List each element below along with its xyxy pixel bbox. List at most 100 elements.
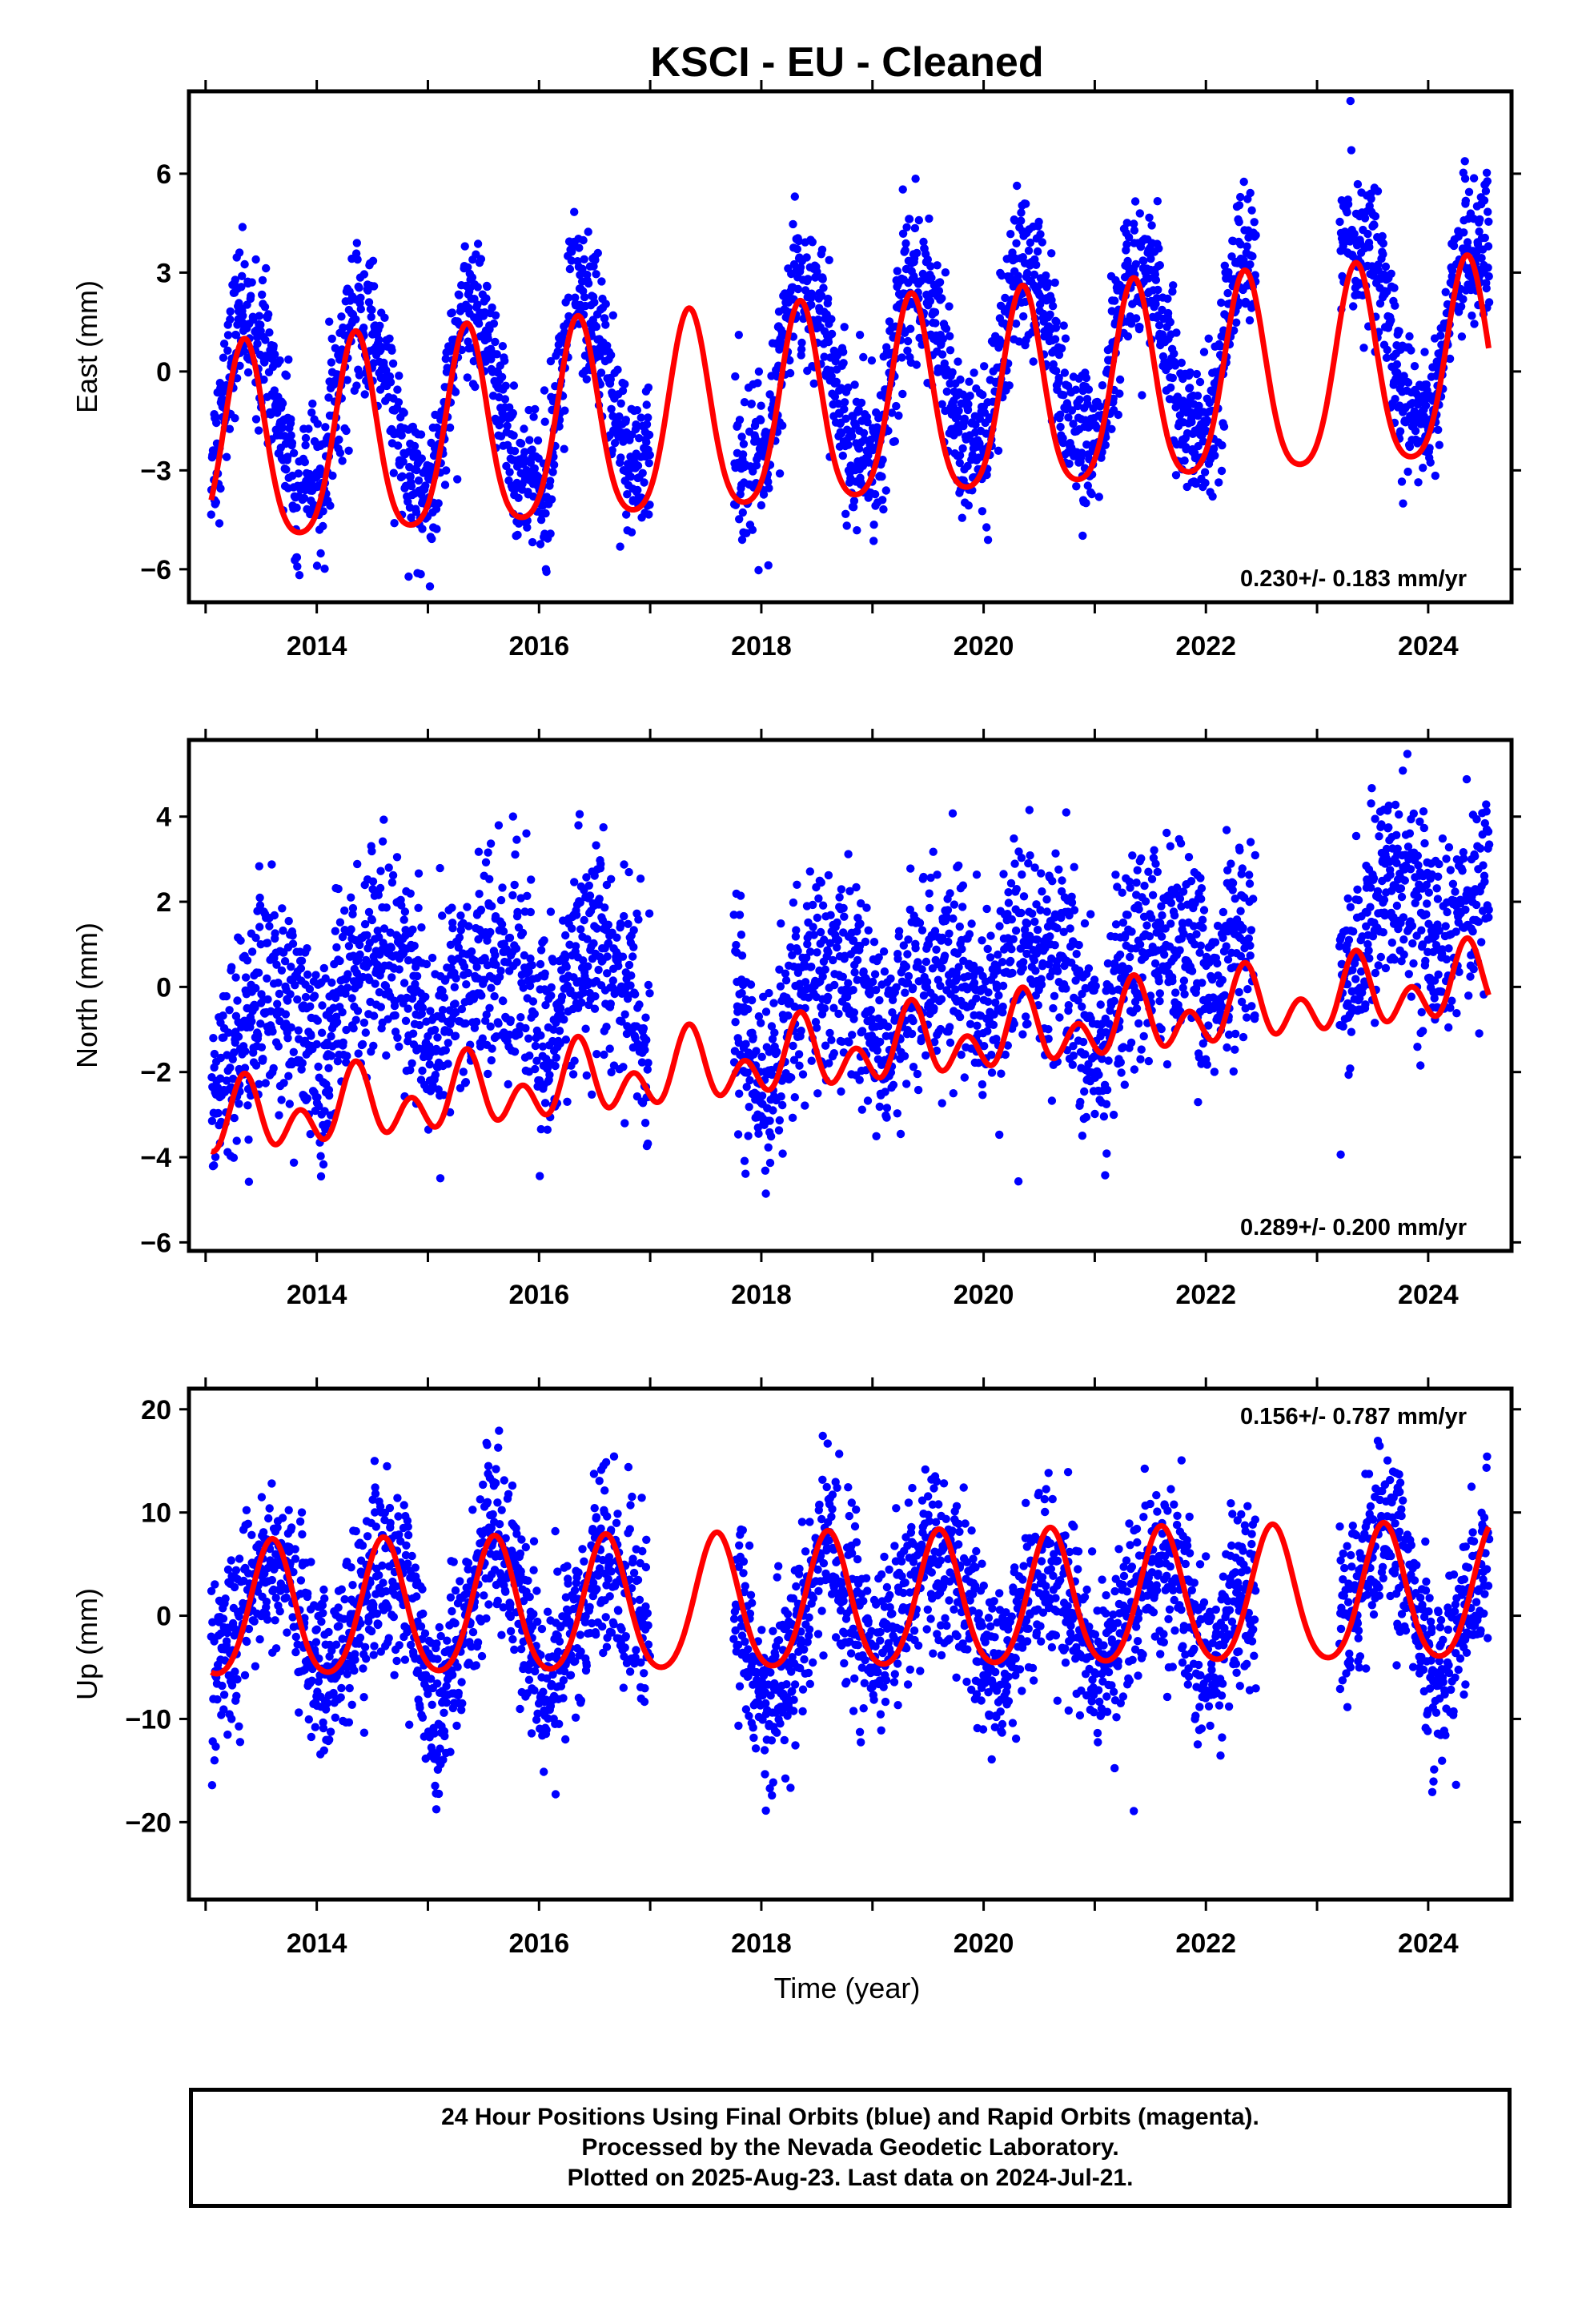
data-point (226, 307, 235, 316)
data-point (735, 1089, 744, 1098)
data-point (848, 432, 857, 440)
data-point (1425, 444, 1434, 452)
data-point (536, 959, 545, 969)
data-point (216, 1074, 225, 1083)
data-point (1172, 328, 1181, 337)
data-point (856, 919, 865, 928)
data-point (328, 471, 337, 480)
data-point (395, 1042, 404, 1051)
data-point (606, 999, 615, 1008)
data-point (1435, 440, 1444, 449)
data-point (269, 341, 278, 351)
data-point (632, 420, 640, 429)
data-point (998, 958, 1007, 967)
data-point (1017, 208, 1026, 217)
data-point (982, 904, 991, 914)
data-point (455, 933, 464, 942)
data-point (788, 1113, 797, 1123)
data-point (826, 911, 835, 919)
data-point (933, 261, 942, 270)
data-point (857, 1105, 867, 1114)
data-point (450, 983, 459, 991)
data-point (1155, 261, 1165, 270)
data-point (1405, 332, 1414, 341)
data-point (1241, 297, 1251, 307)
data-point (1383, 345, 1392, 355)
data-point (892, 401, 901, 411)
data-point (1463, 238, 1472, 247)
data-point (1107, 424, 1116, 433)
data-point (1082, 440, 1091, 449)
data-point (340, 906, 349, 915)
data-point (616, 921, 625, 930)
data-point (417, 923, 426, 932)
data-point (813, 1089, 822, 1098)
data-point (861, 937, 870, 947)
data-point (641, 1013, 650, 1022)
data-point (636, 875, 645, 883)
data-point (231, 275, 239, 284)
data-point (621, 416, 630, 424)
data-point (324, 393, 333, 402)
data-point (496, 967, 505, 975)
data-point (595, 895, 604, 903)
data-point (235, 361, 244, 370)
data-point (475, 890, 484, 899)
data-point (448, 308, 456, 317)
data-point (902, 1080, 911, 1088)
data-point (584, 881, 593, 891)
data-point (645, 501, 654, 509)
data-point (620, 911, 628, 921)
data-point (817, 292, 826, 300)
data-point (955, 1012, 965, 1022)
data-point (958, 444, 967, 453)
data-point (1426, 458, 1435, 467)
data-point (1017, 854, 1026, 862)
data-point (948, 368, 957, 377)
data-point (592, 1050, 601, 1059)
data-point (923, 255, 933, 264)
data-point (935, 278, 945, 287)
data-point (474, 847, 484, 856)
data-point (255, 312, 263, 320)
data-point (827, 372, 836, 381)
data-point (352, 381, 361, 390)
data-point (914, 215, 924, 225)
data-point (325, 1091, 334, 1100)
data-point (298, 1059, 307, 1068)
data-point (355, 283, 363, 292)
data-point (339, 1038, 347, 1047)
data-point (584, 962, 592, 971)
data-point (594, 965, 603, 975)
data-point (1033, 925, 1042, 935)
data-point (367, 915, 376, 925)
data-point (635, 1000, 644, 1009)
data-point (1122, 219, 1132, 227)
data-point (265, 328, 274, 337)
data-point (1004, 899, 1014, 907)
data-point (735, 416, 745, 424)
data-point (408, 1059, 416, 1068)
data-point (956, 375, 965, 384)
data-point (546, 907, 556, 916)
data-point (523, 891, 532, 901)
data-point (1038, 887, 1046, 896)
data-point (1031, 967, 1040, 975)
data-point (593, 248, 602, 258)
data-point (769, 999, 778, 1007)
y-tick-label: −6 (140, 555, 171, 585)
data-point (219, 340, 229, 348)
x-tick-label: 2022 (1175, 1280, 1236, 1310)
rate-label: 0.289+/- 0.200 mm/yr (1240, 1215, 1467, 1240)
data-point (343, 376, 351, 384)
data-point (391, 1011, 400, 1020)
data-point (745, 1103, 753, 1112)
data-point (316, 1172, 326, 1181)
data-point (1484, 242, 1493, 251)
data-point (300, 457, 309, 467)
data-point (913, 248, 921, 258)
data-point (344, 446, 353, 455)
data-point (954, 428, 963, 436)
data-point (406, 889, 415, 899)
data-point (596, 859, 605, 869)
